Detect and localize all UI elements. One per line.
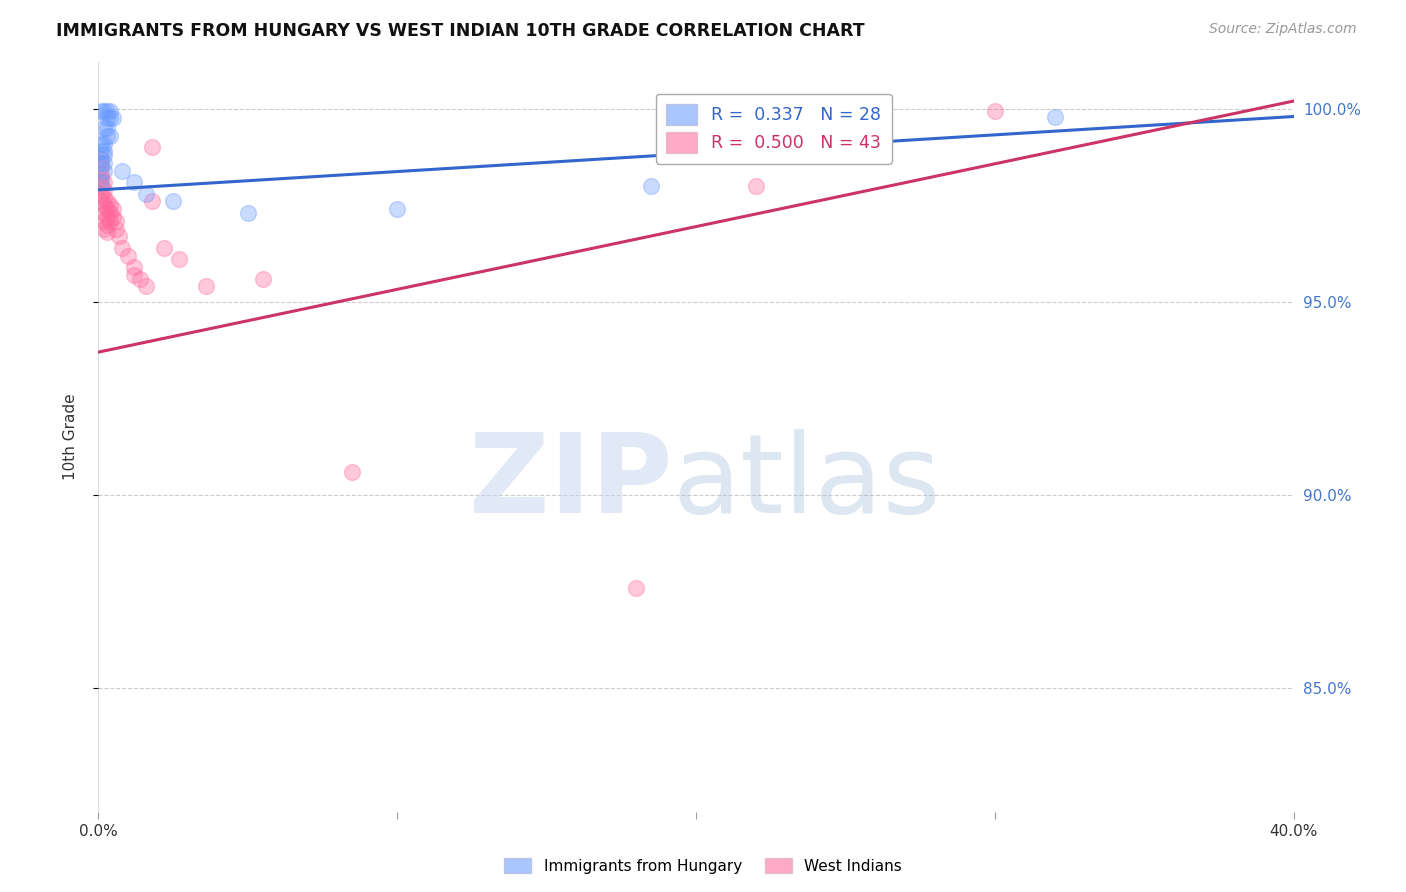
Point	[93, 136, 115, 151]
Point	[96, 121, 118, 136]
Point	[90, 171, 112, 186]
Point	[93, 214, 115, 228]
Point	[90, 103, 112, 118]
Point	[93, 121, 115, 136]
Point	[90, 160, 112, 174]
Y-axis label: 10th Grade: 10th Grade	[63, 393, 77, 481]
Point	[96, 210, 118, 224]
Point	[90, 156, 112, 170]
Point	[385, 202, 409, 217]
Point	[96, 103, 118, 118]
Point	[90, 194, 112, 209]
Point	[640, 179, 662, 194]
Text: Source: ZipAtlas.com: Source: ZipAtlas.com	[1209, 22, 1357, 37]
Point	[111, 163, 134, 178]
Point	[93, 191, 115, 205]
Point	[1043, 110, 1066, 124]
Point	[124, 175, 146, 189]
Point	[626, 581, 648, 595]
Point	[98, 214, 122, 228]
Point	[93, 148, 115, 162]
Point	[342, 465, 364, 479]
Point	[124, 268, 146, 282]
Point	[117, 248, 139, 262]
Point	[98, 112, 122, 126]
Legend: R =  0.337   N = 28, R =  0.500   N = 43: R = 0.337 N = 28, R = 0.500 N = 43	[655, 94, 891, 164]
Point	[90, 186, 112, 201]
Point	[90, 145, 112, 159]
Text: atlas: atlas	[672, 428, 941, 535]
Point	[96, 194, 118, 209]
Point	[252, 271, 274, 285]
Point	[93, 145, 115, 159]
Point	[135, 186, 157, 201]
Point	[90, 168, 112, 182]
Point	[96, 112, 118, 126]
Point	[195, 279, 218, 293]
Point	[124, 260, 146, 274]
Point	[98, 103, 122, 118]
Point	[98, 206, 122, 220]
Point	[93, 206, 115, 220]
Point	[135, 279, 157, 293]
Point	[96, 226, 118, 240]
Point	[93, 175, 115, 189]
Point	[90, 179, 112, 194]
Point	[105, 214, 128, 228]
Point	[103, 202, 125, 217]
Point	[153, 241, 176, 255]
Point	[236, 206, 259, 220]
Point	[103, 112, 125, 126]
Point	[141, 194, 163, 209]
Point	[162, 194, 184, 209]
Point	[745, 179, 768, 194]
Legend: Immigrants from Hungary, West Indians: Immigrants from Hungary, West Indians	[498, 852, 908, 880]
Point	[93, 183, 115, 197]
Point	[93, 103, 115, 118]
Point	[98, 128, 122, 143]
Point	[105, 221, 128, 235]
Point	[90, 136, 112, 151]
Point	[167, 252, 190, 267]
Point	[93, 221, 115, 235]
Point	[108, 229, 131, 244]
Point	[96, 218, 118, 232]
Point	[129, 271, 152, 285]
Point	[103, 210, 125, 224]
Text: ZIP: ZIP	[468, 428, 672, 535]
Text: IMMIGRANTS FROM HUNGARY VS WEST INDIAN 10TH GRADE CORRELATION CHART: IMMIGRANTS FROM HUNGARY VS WEST INDIAN 1…	[56, 22, 865, 40]
Point	[93, 198, 115, 212]
Point	[96, 128, 118, 143]
Point	[111, 241, 134, 255]
Point	[98, 198, 122, 212]
Point	[90, 152, 112, 166]
Point	[90, 175, 112, 189]
Point	[984, 103, 1007, 118]
Point	[141, 140, 163, 154]
Point	[93, 163, 115, 178]
Point	[96, 202, 118, 217]
Point	[93, 156, 115, 170]
